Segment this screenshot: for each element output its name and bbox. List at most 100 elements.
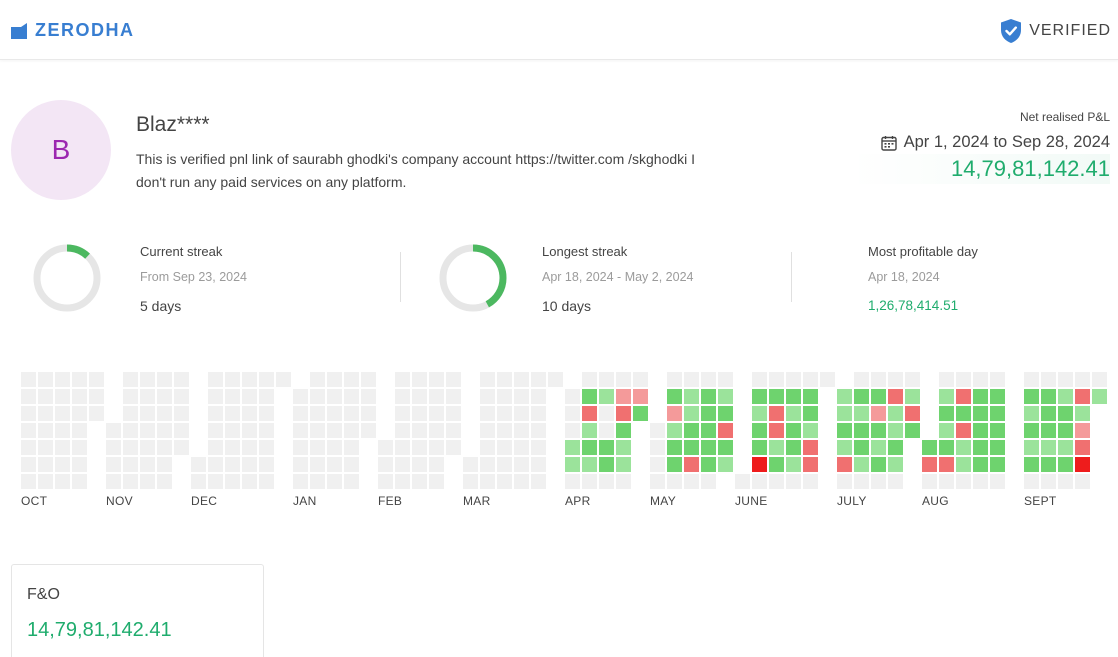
calendar-day-cell[interactable] bbox=[38, 406, 53, 421]
calendar-day-cell[interactable] bbox=[531, 406, 546, 421]
calendar-day-cell[interactable] bbox=[242, 440, 257, 455]
calendar-day-cell[interactable] bbox=[293, 389, 308, 404]
calendar-day-cell[interactable] bbox=[225, 440, 240, 455]
calendar-day-cell[interactable] bbox=[854, 457, 869, 472]
calendar-day-cell[interactable] bbox=[225, 389, 240, 404]
calendar-day-cell[interactable] bbox=[888, 474, 903, 489]
calendar-day-cell[interactable] bbox=[565, 474, 580, 489]
calendar-day-cell[interactable] bbox=[395, 440, 410, 455]
calendar-day-cell[interactable] bbox=[242, 423, 257, 438]
calendar-day-cell[interactable] bbox=[803, 474, 818, 489]
calendar-day-cell[interactable] bbox=[412, 423, 427, 438]
calendar-day-cell[interactable] bbox=[565, 423, 580, 438]
calendar-day-cell[interactable] bbox=[446, 423, 461, 438]
calendar-day-cell[interactable] bbox=[174, 406, 189, 421]
calendar-day-cell[interactable] bbox=[361, 423, 376, 438]
calendar-day-cell[interactable] bbox=[1058, 372, 1073, 387]
calendar-day-cell[interactable] bbox=[973, 440, 988, 455]
calendar-day-cell[interactable] bbox=[684, 440, 699, 455]
calendar-day-cell[interactable] bbox=[769, 406, 784, 421]
calendar-day-cell[interactable] bbox=[752, 440, 767, 455]
calendar-day-cell[interactable] bbox=[242, 474, 257, 489]
calendar-day-cell[interactable] bbox=[480, 457, 495, 472]
calendar-day-cell[interactable] bbox=[667, 406, 682, 421]
calendar-day-cell[interactable] bbox=[854, 423, 869, 438]
calendar-day-cell[interactable] bbox=[786, 474, 801, 489]
calendar-day-cell[interactable] bbox=[191, 474, 206, 489]
calendar-day-cell[interactable] bbox=[514, 457, 529, 472]
calendar-day-cell[interactable] bbox=[990, 457, 1005, 472]
calendar-day-cell[interactable] bbox=[123, 389, 138, 404]
calendar-day-cell[interactable] bbox=[123, 406, 138, 421]
calendar-day-cell[interactable] bbox=[752, 457, 767, 472]
calendar-day-cell[interactable] bbox=[1041, 474, 1056, 489]
calendar-day-cell[interactable] bbox=[497, 406, 512, 421]
calendar-day-cell[interactable] bbox=[21, 406, 36, 421]
calendar-day-cell[interactable] bbox=[55, 423, 70, 438]
calendar-day-cell[interactable] bbox=[786, 423, 801, 438]
calendar-day-cell[interactable] bbox=[140, 440, 155, 455]
calendar-day-cell[interactable] bbox=[225, 457, 240, 472]
calendar-day-cell[interactable] bbox=[259, 440, 274, 455]
calendar-day-cell[interactable] bbox=[871, 474, 886, 489]
calendar-day-cell[interactable] bbox=[310, 457, 325, 472]
calendar-day-cell[interactable] bbox=[718, 440, 733, 455]
calendar-day-cell[interactable] bbox=[123, 440, 138, 455]
calendar-day-cell[interactable] bbox=[259, 406, 274, 421]
calendar-day-cell[interactable] bbox=[735, 474, 750, 489]
calendar-day-cell[interactable] bbox=[769, 423, 784, 438]
calendar-day-cell[interactable] bbox=[582, 457, 597, 472]
zerodha-logo[interactable]: ZERODHA bbox=[11, 20, 135, 41]
calendar-day-cell[interactable] bbox=[1092, 372, 1107, 387]
calendar-day-cell[interactable] bbox=[701, 474, 716, 489]
calendar-day-cell[interactable] bbox=[429, 372, 444, 387]
calendar-day-cell[interactable] bbox=[55, 372, 70, 387]
calendar-day-cell[interactable] bbox=[412, 389, 427, 404]
calendar-day-cell[interactable] bbox=[38, 440, 53, 455]
calendar-day-cell[interactable] bbox=[1041, 406, 1056, 421]
calendar-day-cell[interactable] bbox=[157, 423, 172, 438]
calendar-day-cell[interactable] bbox=[684, 389, 699, 404]
calendar-day-cell[interactable] bbox=[140, 474, 155, 489]
calendar-day-cell[interactable] bbox=[1024, 440, 1039, 455]
calendar-day-cell[interactable] bbox=[616, 457, 631, 472]
calendar-day-cell[interactable] bbox=[140, 372, 155, 387]
calendar-day-cell[interactable] bbox=[497, 457, 512, 472]
calendar-day-cell[interactable] bbox=[72, 389, 87, 404]
calendar-day-cell[interactable] bbox=[157, 389, 172, 404]
calendar-day-cell[interactable] bbox=[718, 389, 733, 404]
calendar-day-cell[interactable] bbox=[531, 372, 546, 387]
calendar-day-cell[interactable] bbox=[1041, 457, 1056, 472]
calendar-day-cell[interactable] bbox=[599, 372, 614, 387]
calendar-day-cell[interactable] bbox=[259, 423, 274, 438]
calendar-day-cell[interactable] bbox=[888, 389, 903, 404]
calendar-day-cell[interactable] bbox=[854, 389, 869, 404]
calendar-day-cell[interactable] bbox=[344, 406, 359, 421]
calendar-day-cell[interactable] bbox=[1041, 389, 1056, 404]
calendar-day-cell[interactable] bbox=[72, 457, 87, 472]
calendar-day-cell[interactable] bbox=[871, 457, 886, 472]
calendar-day-cell[interactable] bbox=[106, 457, 121, 472]
calendar-day-cell[interactable] bbox=[956, 457, 971, 472]
calendar-day-cell[interactable] bbox=[293, 457, 308, 472]
calendar-day-cell[interactable] bbox=[514, 372, 529, 387]
calendar-day-cell[interactable] bbox=[429, 406, 444, 421]
calendar-day-cell[interactable] bbox=[123, 423, 138, 438]
calendar-day-cell[interactable] bbox=[820, 372, 835, 387]
calendar-day-cell[interactable] bbox=[106, 474, 121, 489]
calendar-day-cell[interactable] bbox=[157, 474, 172, 489]
calendar-day-cell[interactable] bbox=[38, 423, 53, 438]
calendar-day-cell[interactable] bbox=[837, 440, 852, 455]
calendar-day-cell[interactable] bbox=[395, 406, 410, 421]
calendar-day-cell[interactable] bbox=[922, 457, 937, 472]
calendar-day-cell[interactable] bbox=[293, 440, 308, 455]
calendar-day-cell[interactable] bbox=[208, 440, 223, 455]
calendar-day-cell[interactable] bbox=[1024, 372, 1039, 387]
calendar-day-cell[interactable] bbox=[548, 372, 563, 387]
calendar-day-cell[interactable] bbox=[55, 474, 70, 489]
calendar-day-cell[interactable] bbox=[650, 474, 665, 489]
calendar-day-cell[interactable] bbox=[633, 406, 648, 421]
calendar-day-cell[interactable] bbox=[310, 372, 325, 387]
calendar-day-cell[interactable] bbox=[854, 372, 869, 387]
calendar-day-cell[interactable] bbox=[395, 474, 410, 489]
